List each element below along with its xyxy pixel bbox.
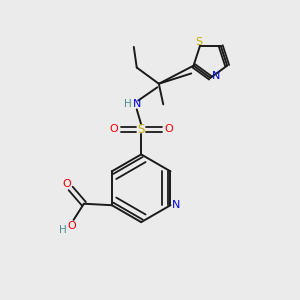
Text: S: S <box>195 38 202 47</box>
Text: H: H <box>59 225 67 235</box>
Text: O: O <box>164 124 173 134</box>
Text: O: O <box>68 221 76 231</box>
Text: N: N <box>212 71 220 81</box>
Text: O: O <box>110 124 118 134</box>
Text: S: S <box>137 123 145 136</box>
Text: O: O <box>63 179 71 189</box>
Text: N: N <box>133 99 142 110</box>
Text: N: N <box>172 200 180 210</box>
Text: H: H <box>124 99 132 110</box>
